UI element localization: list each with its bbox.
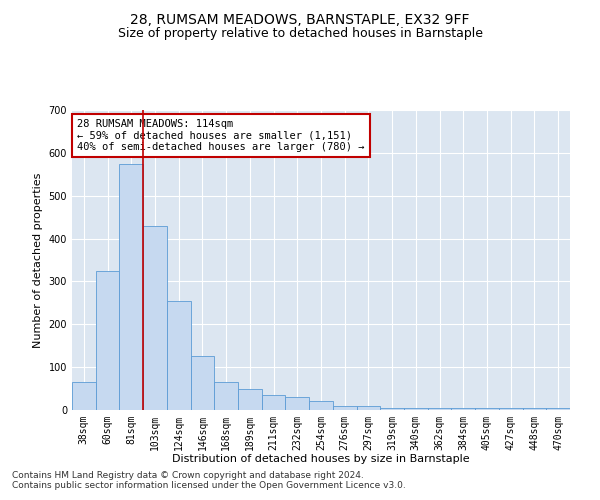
Bar [286, 397, 309, 410]
Bar [309, 402, 333, 410]
Y-axis label: Number of detached properties: Number of detached properties [33, 172, 43, 348]
Bar [191, 356, 214, 410]
Bar [72, 382, 96, 410]
Bar [333, 406, 356, 410]
Bar [262, 395, 286, 410]
Bar [119, 164, 143, 410]
Bar [214, 382, 238, 410]
Bar [356, 406, 380, 410]
Bar [238, 388, 262, 410]
Text: 28 RUMSAM MEADOWS: 114sqm
← 59% of detached houses are smaller (1,151)
40% of se: 28 RUMSAM MEADOWS: 114sqm ← 59% of detac… [77, 119, 364, 152]
Bar [546, 408, 570, 410]
Bar [451, 408, 475, 410]
Bar [523, 408, 546, 410]
Bar [380, 408, 404, 410]
Bar [167, 300, 191, 410]
Bar [475, 408, 499, 410]
Bar [96, 270, 119, 410]
Text: 28, RUMSAM MEADOWS, BARNSTAPLE, EX32 9FF: 28, RUMSAM MEADOWS, BARNSTAPLE, EX32 9FF [130, 12, 470, 26]
Text: Size of property relative to detached houses in Barnstaple: Size of property relative to detached ho… [118, 28, 482, 40]
X-axis label: Distribution of detached houses by size in Barnstaple: Distribution of detached houses by size … [172, 454, 470, 464]
Text: Contains HM Land Registry data © Crown copyright and database right 2024.
Contai: Contains HM Land Registry data © Crown c… [12, 470, 406, 490]
Bar [428, 408, 451, 410]
Bar [143, 226, 167, 410]
Bar [499, 408, 523, 410]
Bar [404, 408, 428, 410]
